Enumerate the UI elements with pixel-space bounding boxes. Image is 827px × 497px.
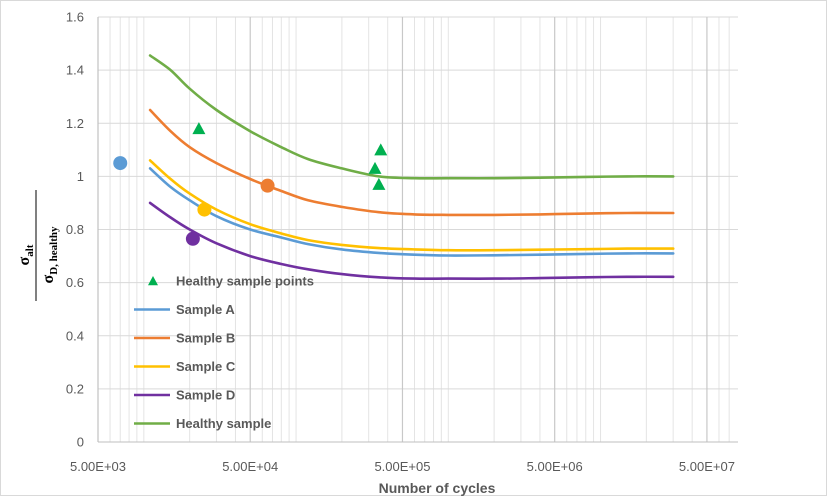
data-point-healthy-sample-points bbox=[192, 122, 206, 135]
series-marker-sample-b bbox=[260, 178, 275, 193]
data-point-healthy-sample-points bbox=[368, 161, 382, 174]
y-axis-numerator: σalt bbox=[16, 244, 36, 265]
y-tick-label: 0.4 bbox=[66, 328, 84, 343]
legend-label: Sample D bbox=[176, 388, 235, 403]
major-gridlines bbox=[97, 16, 738, 443]
y-tick-label: 0.6 bbox=[66, 275, 84, 290]
y-tick-label: 0.2 bbox=[66, 381, 84, 396]
data-point-healthy-sample-points bbox=[374, 143, 388, 156]
legend-symbol bbox=[148, 276, 158, 286]
data-point-healthy-sample-points bbox=[372, 177, 386, 190]
series-line-sample-d bbox=[148, 201, 675, 281]
series-lines bbox=[148, 54, 675, 281]
y-tick-label: 0.8 bbox=[66, 222, 84, 237]
legend: Healthy sample points Sample A Sample B Sam… bbox=[134, 274, 314, 431]
x-tick-label: 5.00E+03 bbox=[70, 459, 126, 474]
series-line-sample-c bbox=[148, 159, 675, 252]
y-tick-label: 1.2 bbox=[66, 116, 84, 131]
y-tick-label: 1.4 bbox=[66, 63, 84, 78]
y-axis-denominator-subscript: D, healthy bbox=[48, 226, 60, 275]
y-axis-denominator: σD, healthy bbox=[40, 226, 60, 283]
x-tick-label: 5.00E+05 bbox=[374, 459, 430, 474]
y-tick-label: 1 bbox=[77, 169, 84, 184]
x-tick-label: 5.00E+06 bbox=[527, 459, 583, 474]
series-markers bbox=[113, 122, 388, 246]
y-axis-numerator-symbol: σ bbox=[16, 256, 33, 265]
series-marker-sample-a bbox=[113, 156, 128, 171]
legend-label: Healthy sample bbox=[176, 416, 271, 431]
legend-label: Healthy sample points bbox=[176, 274, 314, 289]
y-axis-title: σalt σD, healthy bbox=[16, 190, 60, 301]
legend-label: Sample B bbox=[176, 331, 235, 346]
x-axis-title: Number of cycles bbox=[379, 480, 496, 496]
y-tick-labels: 0 0.2 0.4 0.6 0.8 1 1.2 1.4 1.6 bbox=[66, 10, 84, 450]
legend-label: Sample C bbox=[176, 359, 236, 374]
legend-label: Sample A bbox=[176, 302, 235, 317]
series-line-sample-a bbox=[148, 167, 675, 257]
series-marker-sample-c bbox=[197, 202, 212, 217]
y-tick-label: 1.6 bbox=[66, 10, 84, 25]
x-tick-labels: 5.00E+03 5.00E+04 5.00E+05 5.00E+06 5.00E+07 bbox=[70, 459, 735, 474]
series-line-healthy-sample bbox=[148, 54, 675, 180]
series-line-sample-b bbox=[148, 108, 675, 217]
y-axis-denominator-symbol: σ bbox=[40, 274, 57, 283]
x-tick-label: 5.00E+07 bbox=[679, 459, 735, 474]
y-tick-label: 0 bbox=[77, 435, 84, 450]
series-marker-sample-d bbox=[185, 231, 200, 246]
y-axis-numerator-subscript: alt bbox=[24, 244, 36, 257]
x-tick-label: 5.00E+04 bbox=[222, 459, 278, 474]
